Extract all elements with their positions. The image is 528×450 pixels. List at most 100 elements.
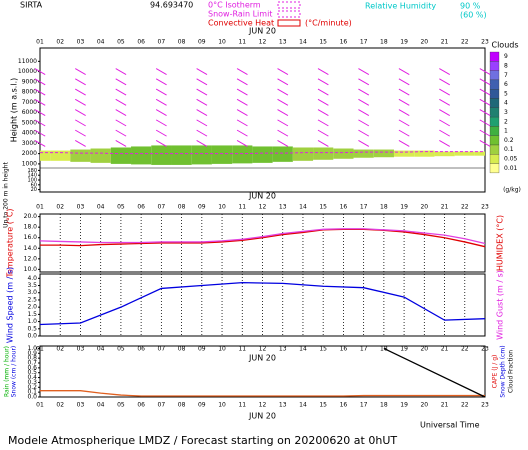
wind-arrow [75, 68, 86, 76]
wind-arrow [439, 129, 450, 137]
wind-arrow [317, 129, 329, 137]
wind-arrow [358, 119, 370, 127]
x-tick-label: 10 [218, 346, 226, 353]
cloud [151, 145, 172, 165]
wind-arrow [439, 98, 450, 106]
y-tick-label: 1.0 [27, 318, 37, 325]
x-tick-label: 09 [198, 39, 206, 46]
x-axis-label: Universal Time [420, 421, 480, 430]
x-tick-label: 19 [400, 346, 408, 353]
colorbar-unit: (g/kg) [503, 187, 521, 194]
wind-arrow [358, 88, 370, 96]
wind-arrow [34, 129, 46, 137]
legend-label: Snow-Rain Limit [208, 10, 272, 19]
wind-arrow [34, 109, 46, 117]
wind-arrow [196, 119, 208, 127]
wind-arrow [155, 119, 167, 127]
x-tick-label: 12 [259, 204, 267, 211]
panel-frame [39, 47, 486, 193]
wind-arrow [75, 119, 86, 127]
x-tick-label: 08 [178, 346, 186, 353]
y-tick-label: 0.8 [27, 355, 37, 362]
station: SIRTA [20, 1, 43, 10]
x-tick-label: 11 [238, 346, 246, 353]
cloud [373, 149, 394, 158]
x-tick-label: 20 [420, 39, 428, 46]
wind-arrow [479, 119, 491, 127]
y-tick-label: 12.0 [24, 255, 38, 262]
wind-arrow [398, 88, 410, 96]
y-tick-label: 1000 [22, 160, 37, 167]
x-tick-label: 03 [77, 204, 85, 211]
cloud [252, 146, 273, 163]
colorbar-label: 9 [504, 53, 508, 60]
cloud [70, 149, 91, 162]
wind-arrow [155, 68, 167, 76]
colorbar-label: 3 [504, 109, 508, 116]
x-tick-label: 03 [77, 39, 85, 46]
y-tick-label: 1.0 [27, 345, 37, 352]
cloud [353, 149, 374, 158]
x-tick-label: 06 [137, 402, 145, 409]
legend-key [277, 19, 301, 27]
x-tick-label: 01 [36, 204, 44, 211]
x-tick-label: 09 [198, 402, 206, 409]
colorbar-swatch [489, 144, 500, 155]
y-tick-label: 4000 [22, 130, 37, 137]
x-tick-label: 04 [97, 39, 105, 46]
x-tick-label: 16 [340, 39, 348, 46]
x-tick-label: 06 [137, 204, 145, 211]
cloud [292, 147, 314, 161]
x-tick-label: 14 [299, 204, 307, 211]
colorbar-label: 0.01 [504, 165, 518, 172]
x-tick-label: 21 [441, 402, 449, 409]
cloud [414, 150, 435, 157]
x-tick-label: 17 [360, 39, 368, 46]
cloud [40, 150, 51, 161]
x-tick-label: 09 [198, 204, 206, 211]
x-tick-label: 21 [441, 346, 449, 353]
axis-label: Snow (cm / hour) [11, 346, 18, 398]
x-tick-label: 17 [360, 346, 368, 353]
wind-arrow [236, 119, 248, 127]
x-tick-label: 14 [299, 402, 307, 409]
wind-arrow [196, 98, 208, 106]
cloud [50, 150, 71, 161]
x-tick-label: 15 [319, 402, 327, 409]
x-tick-label: 05 [117, 39, 125, 46]
x-tick-label: 12 [259, 402, 267, 409]
wind-arrow [115, 109, 127, 117]
x-tick-label: 18 [380, 39, 388, 46]
date-label: JUN 20 [248, 27, 276, 36]
y-tick-label: 0.7 [27, 360, 37, 367]
colorbar-label: 6 [504, 81, 508, 88]
wind-arrow [439, 78, 450, 86]
x-tick-label: 22 [461, 346, 469, 353]
x-tick-label: 16 [340, 402, 348, 409]
y-tick-label: 0.4 [27, 374, 37, 381]
wind-arrow [479, 88, 491, 96]
cloud [474, 151, 485, 156]
x-tick-label: 08 [178, 204, 186, 211]
x-tick-label: 02 [56, 204, 64, 211]
y-tick-label: 140 [27, 173, 37, 179]
x-tick-label: 07 [158, 402, 166, 409]
axis-label: Height (m a.s.l.) [10, 78, 19, 143]
wind-arrow [155, 109, 167, 117]
cloud [191, 145, 212, 165]
y-tick-label: 180 [27, 168, 37, 174]
wind-arrow [115, 68, 127, 76]
x-tick-label: 05 [117, 204, 125, 211]
wind-arrow [115, 78, 127, 86]
y-tick-label: 0.1 [27, 389, 37, 396]
wind-arrow [398, 98, 410, 106]
x-tick-label: 19 [400, 402, 408, 409]
colorbar-label: 7 [504, 72, 508, 79]
x-tick-label: 15 [319, 39, 327, 46]
x-tick-label: 04 [97, 204, 105, 211]
y-tick-label: 0.9 [27, 350, 37, 357]
wind-arrow [115, 139, 127, 147]
axis-label: CAPE (J / g) [492, 355, 499, 389]
legend-key [277, 10, 301, 18]
